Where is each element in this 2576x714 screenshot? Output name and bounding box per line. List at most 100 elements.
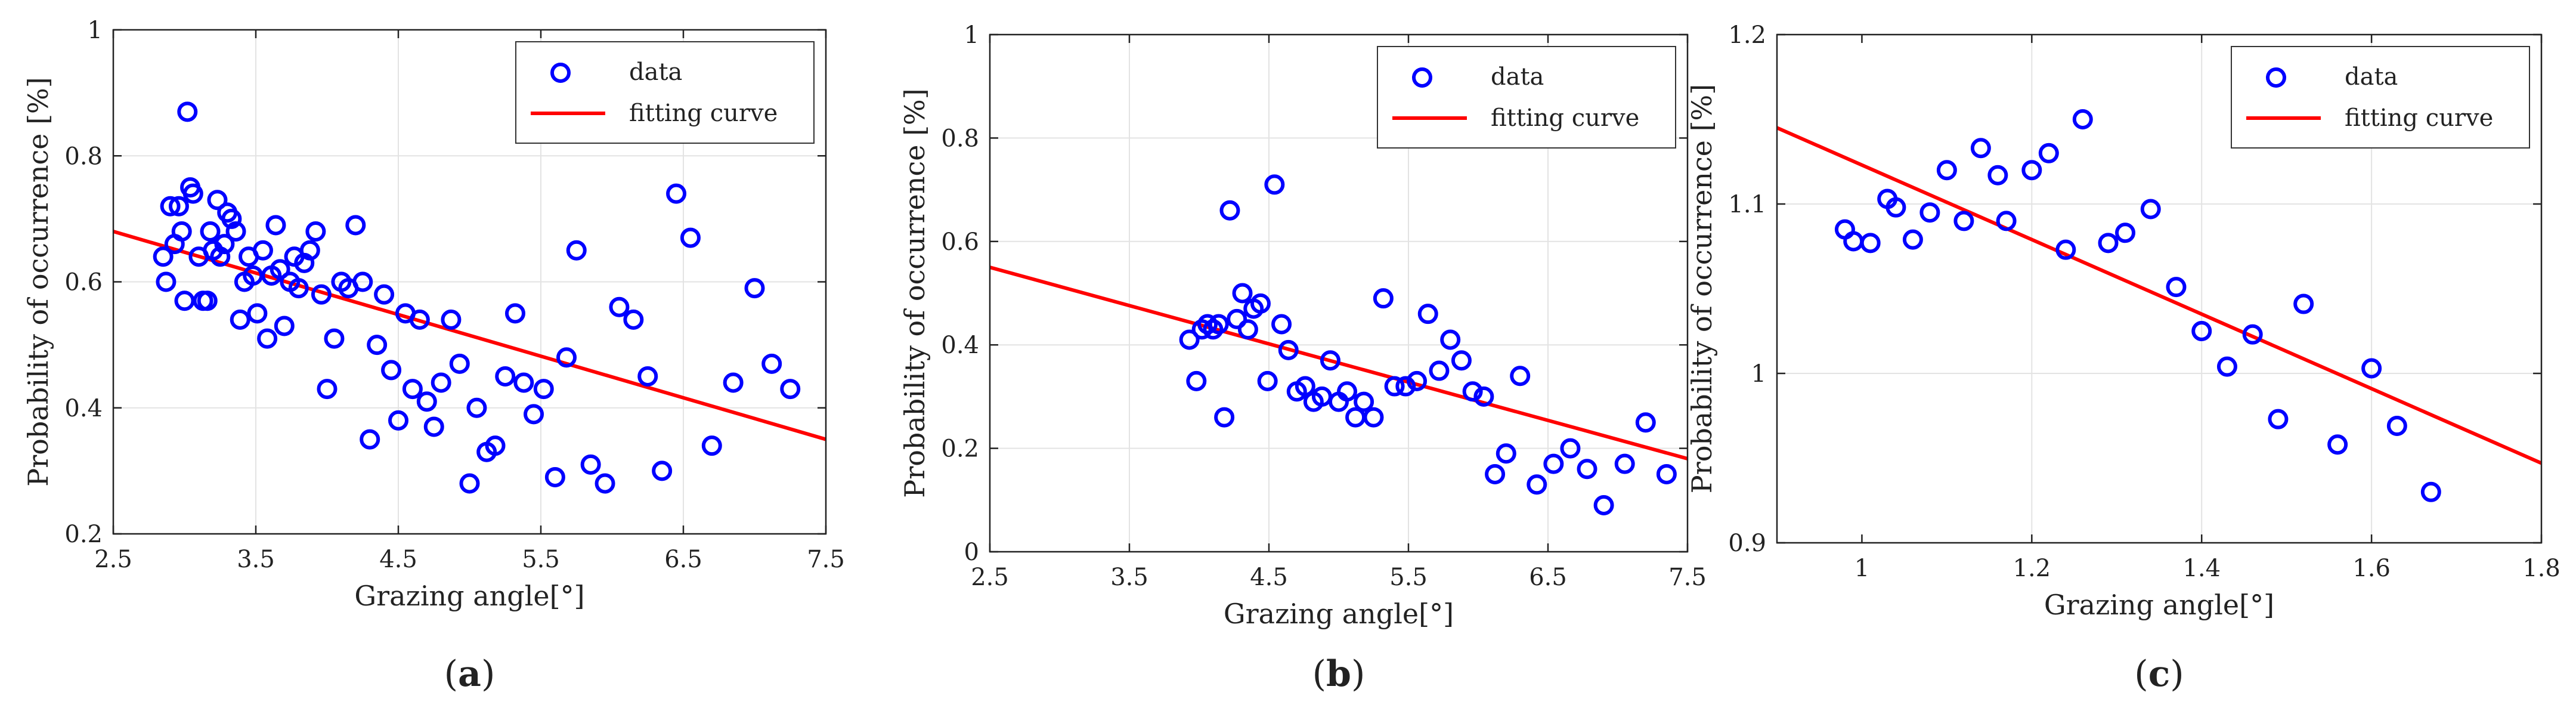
data-point <box>723 372 744 393</box>
data-point <box>1363 407 1384 428</box>
data-point <box>761 353 782 374</box>
axes-box <box>989 33 1689 553</box>
caption-paren-open: ( <box>1312 653 1326 695</box>
data-point <box>449 353 470 374</box>
legend: data fitting curve <box>515 41 815 144</box>
data-point <box>2038 143 2059 163</box>
data-point <box>744 278 765 299</box>
data-point <box>2140 199 2161 220</box>
legend-data-label: data <box>1491 63 1544 91</box>
legend-data-marker <box>2266 67 2286 88</box>
x-axis-label: Grazing angle[°] <box>2044 589 2274 621</box>
data-point <box>580 454 601 475</box>
panel-caption: (b) <box>1312 653 1366 695</box>
data-point <box>1250 293 1271 314</box>
legend-data-marker <box>1412 67 1432 88</box>
data-point <box>274 316 295 336</box>
data-point <box>1843 231 1864 252</box>
caption-paren-close: ) <box>481 653 495 695</box>
fitting-curve-line <box>113 230 826 441</box>
y-tick-label: 0.2 <box>64 521 103 548</box>
x-tick-label: 2.5 <box>971 564 1009 591</box>
data-point <box>367 335 388 356</box>
data-point <box>156 271 177 292</box>
data-point <box>265 215 286 236</box>
y-tick-label: 0.4 <box>64 395 103 422</box>
x-tick-label: 2.5 <box>94 546 132 573</box>
data-point <box>441 309 462 330</box>
data-point <box>221 208 242 229</box>
y-tick-label: 0.2 <box>941 435 979 463</box>
data-point <box>1510 366 1531 387</box>
data-point <box>214 234 235 255</box>
data-point <box>402 379 423 400</box>
data-point <box>533 379 554 400</box>
data-point <box>197 290 218 311</box>
data-point <box>1593 494 1614 515</box>
data-point <box>1264 174 1285 195</box>
data-point <box>2072 109 2093 129</box>
data-point <box>513 372 534 393</box>
legend-box <box>515 41 815 144</box>
data-point <box>637 366 658 387</box>
legend-data-label: data <box>629 58 682 86</box>
chart-panel-c: 1 1.2 1.4 1.6 1.8 0.9 1 1.1 1.2 Grazing angle[°] P… <box>1686 21 2560 695</box>
data-point <box>374 284 395 305</box>
y-tick-label: 1 <box>964 21 979 49</box>
data-point <box>1860 233 1881 254</box>
data-point <box>431 372 451 393</box>
data-point <box>257 328 278 349</box>
data-point <box>504 303 525 324</box>
caption-paren-open: ( <box>444 653 458 695</box>
data-point <box>1373 288 1394 309</box>
caption-letter: a <box>458 653 481 695</box>
data-point <box>1496 443 1516 464</box>
data-point <box>177 101 198 122</box>
data-point <box>168 196 189 217</box>
data-point <box>2293 293 2314 314</box>
data-point <box>171 221 192 242</box>
data-point <box>595 473 615 494</box>
data-point <box>1473 386 1494 407</box>
data-point <box>1451 350 1472 371</box>
y-axis-label: Probability of occurrence [%] <box>1686 84 1718 493</box>
data-point <box>324 328 345 349</box>
data-point <box>1227 308 1247 329</box>
y-tick-label: 0.6 <box>64 269 103 296</box>
data-point <box>1320 350 1340 371</box>
x-tick-label: 1.8 <box>2522 555 2560 582</box>
x-tick-label: 3.5 <box>1110 564 1148 591</box>
data-point <box>305 221 326 242</box>
y-tick-label: 0.8 <box>64 143 103 170</box>
data-point <box>1970 138 1991 159</box>
data-point <box>317 379 338 400</box>
legend: data fitting curve <box>2231 46 2530 149</box>
data-point <box>247 303 268 324</box>
data-point <box>270 259 290 280</box>
chart-panel-b: 2.5 3.5 4.5 5.5 6.5 7.5 0 0.2 0.4 0.6 0.8 1 Grazing … <box>899 21 1707 695</box>
y-tick-label: 0.8 <box>941 125 979 152</box>
data-point <box>1936 160 1957 181</box>
data-point <box>623 309 644 330</box>
x-tick-label: 7.5 <box>1668 564 1707 591</box>
data-point <box>1635 412 1656 433</box>
data-point <box>230 309 250 330</box>
data-point <box>1203 319 1224 340</box>
legend-box <box>1377 46 1676 149</box>
data-point <box>1996 211 2017 231</box>
data-point <box>566 240 587 261</box>
data-point <box>1197 314 1218 335</box>
caption-paren-close: ) <box>2170 653 2184 695</box>
data-point <box>2216 356 2237 377</box>
data-point <box>311 284 332 305</box>
data-point <box>1919 202 1940 223</box>
x-tick-label: 5.5 <box>522 546 560 573</box>
axes-box <box>1776 33 2543 544</box>
data-point <box>252 240 273 261</box>
data-point <box>2327 434 2348 455</box>
data-point <box>352 271 373 292</box>
y-tick-label: 1.1 <box>1728 191 1766 218</box>
data-point <box>666 183 687 204</box>
x-tick-label: 5.5 <box>1389 564 1428 591</box>
